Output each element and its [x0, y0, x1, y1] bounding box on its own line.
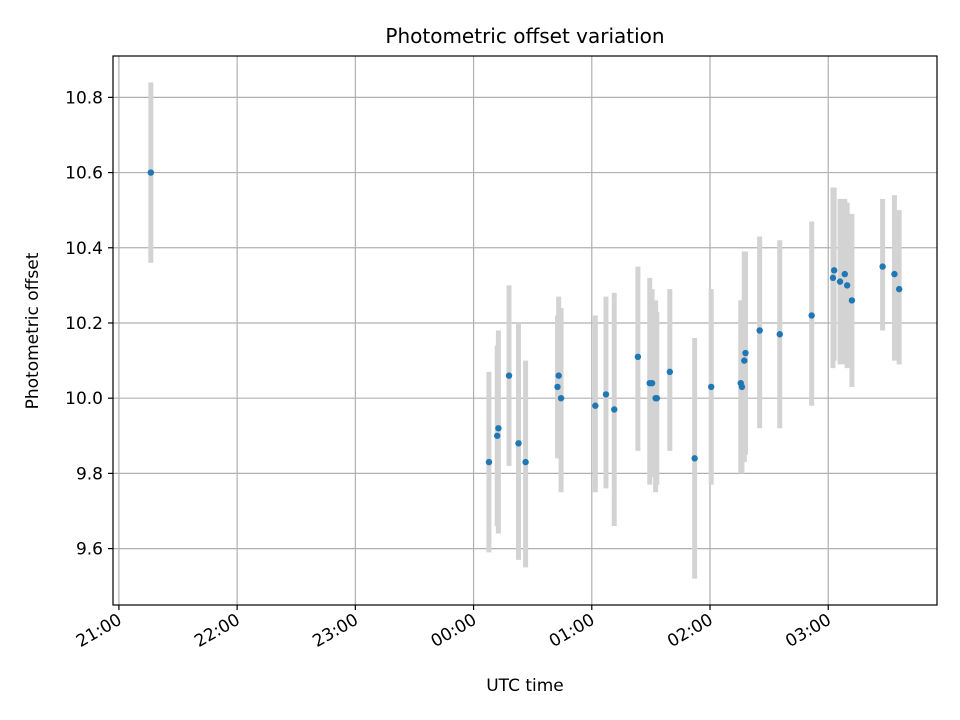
x-tick-label: 00:00: [428, 610, 480, 652]
y-tick-label: 10.6: [65, 164, 103, 184]
data-point: [494, 432, 501, 439]
data-point: [742, 349, 749, 357]
data-point: [738, 383, 746, 391]
x-tick-label: 02:00: [664, 610, 716, 652]
data-point: [836, 278, 844, 285]
data-point: [592, 402, 599, 409]
data-point: [808, 312, 815, 319]
data-point: [485, 458, 493, 466]
data-point: [776, 331, 783, 338]
x-tick-label: 22:00: [191, 610, 243, 652]
data-point: [891, 270, 898, 278]
data-point: [557, 394, 565, 402]
data-point: [505, 372, 513, 379]
plot-frame: [112, 55, 938, 606]
data-point: [741, 357, 748, 364]
data-point: [653, 394, 661, 402]
data-point: [830, 267, 838, 274]
data-point: [707, 383, 715, 391]
data-point: [848, 297, 856, 304]
x-tick-label: 21:00: [73, 610, 125, 652]
y-tick-label: 9.6: [76, 540, 103, 560]
y-tick-label: 10.4: [65, 239, 103, 259]
y-tick-label: 10.8: [65, 88, 103, 108]
data-point: [691, 455, 698, 462]
y-axis-title: Photometric offset: [23, 252, 43, 409]
data-point: [602, 391, 610, 398]
data-point: [515, 440, 522, 447]
data-point: [495, 425, 502, 432]
x-tick-label: 01:00: [546, 610, 598, 652]
data-point: [879, 263, 886, 270]
data-point: [843, 282, 851, 289]
x-axis-title: UTC time: [486, 676, 564, 696]
data-point: [634, 353, 642, 361]
data-points: [147, 169, 903, 466]
data-point: [756, 327, 763, 334]
x-tick-label: 23:00: [309, 610, 361, 652]
data-point: [895, 285, 903, 293]
x-tick-label: 03:00: [782, 610, 834, 652]
data-point: [829, 274, 837, 282]
data-point: [522, 458, 529, 466]
y-tick-label: 10.0: [65, 389, 103, 409]
y-tick-label: 10.2: [65, 314, 103, 334]
data-point: [554, 383, 561, 391]
chart-title: Photometric offset variation: [385, 24, 664, 48]
data-point: [555, 372, 562, 379]
y-tick-label: 9.8: [76, 464, 103, 484]
error-bars: [148, 82, 902, 579]
data-point: [841, 270, 848, 278]
data-point: [611, 406, 618, 413]
data-point: [648, 379, 656, 387]
data-point: [666, 368, 674, 376]
data-point: [147, 169, 155, 176]
